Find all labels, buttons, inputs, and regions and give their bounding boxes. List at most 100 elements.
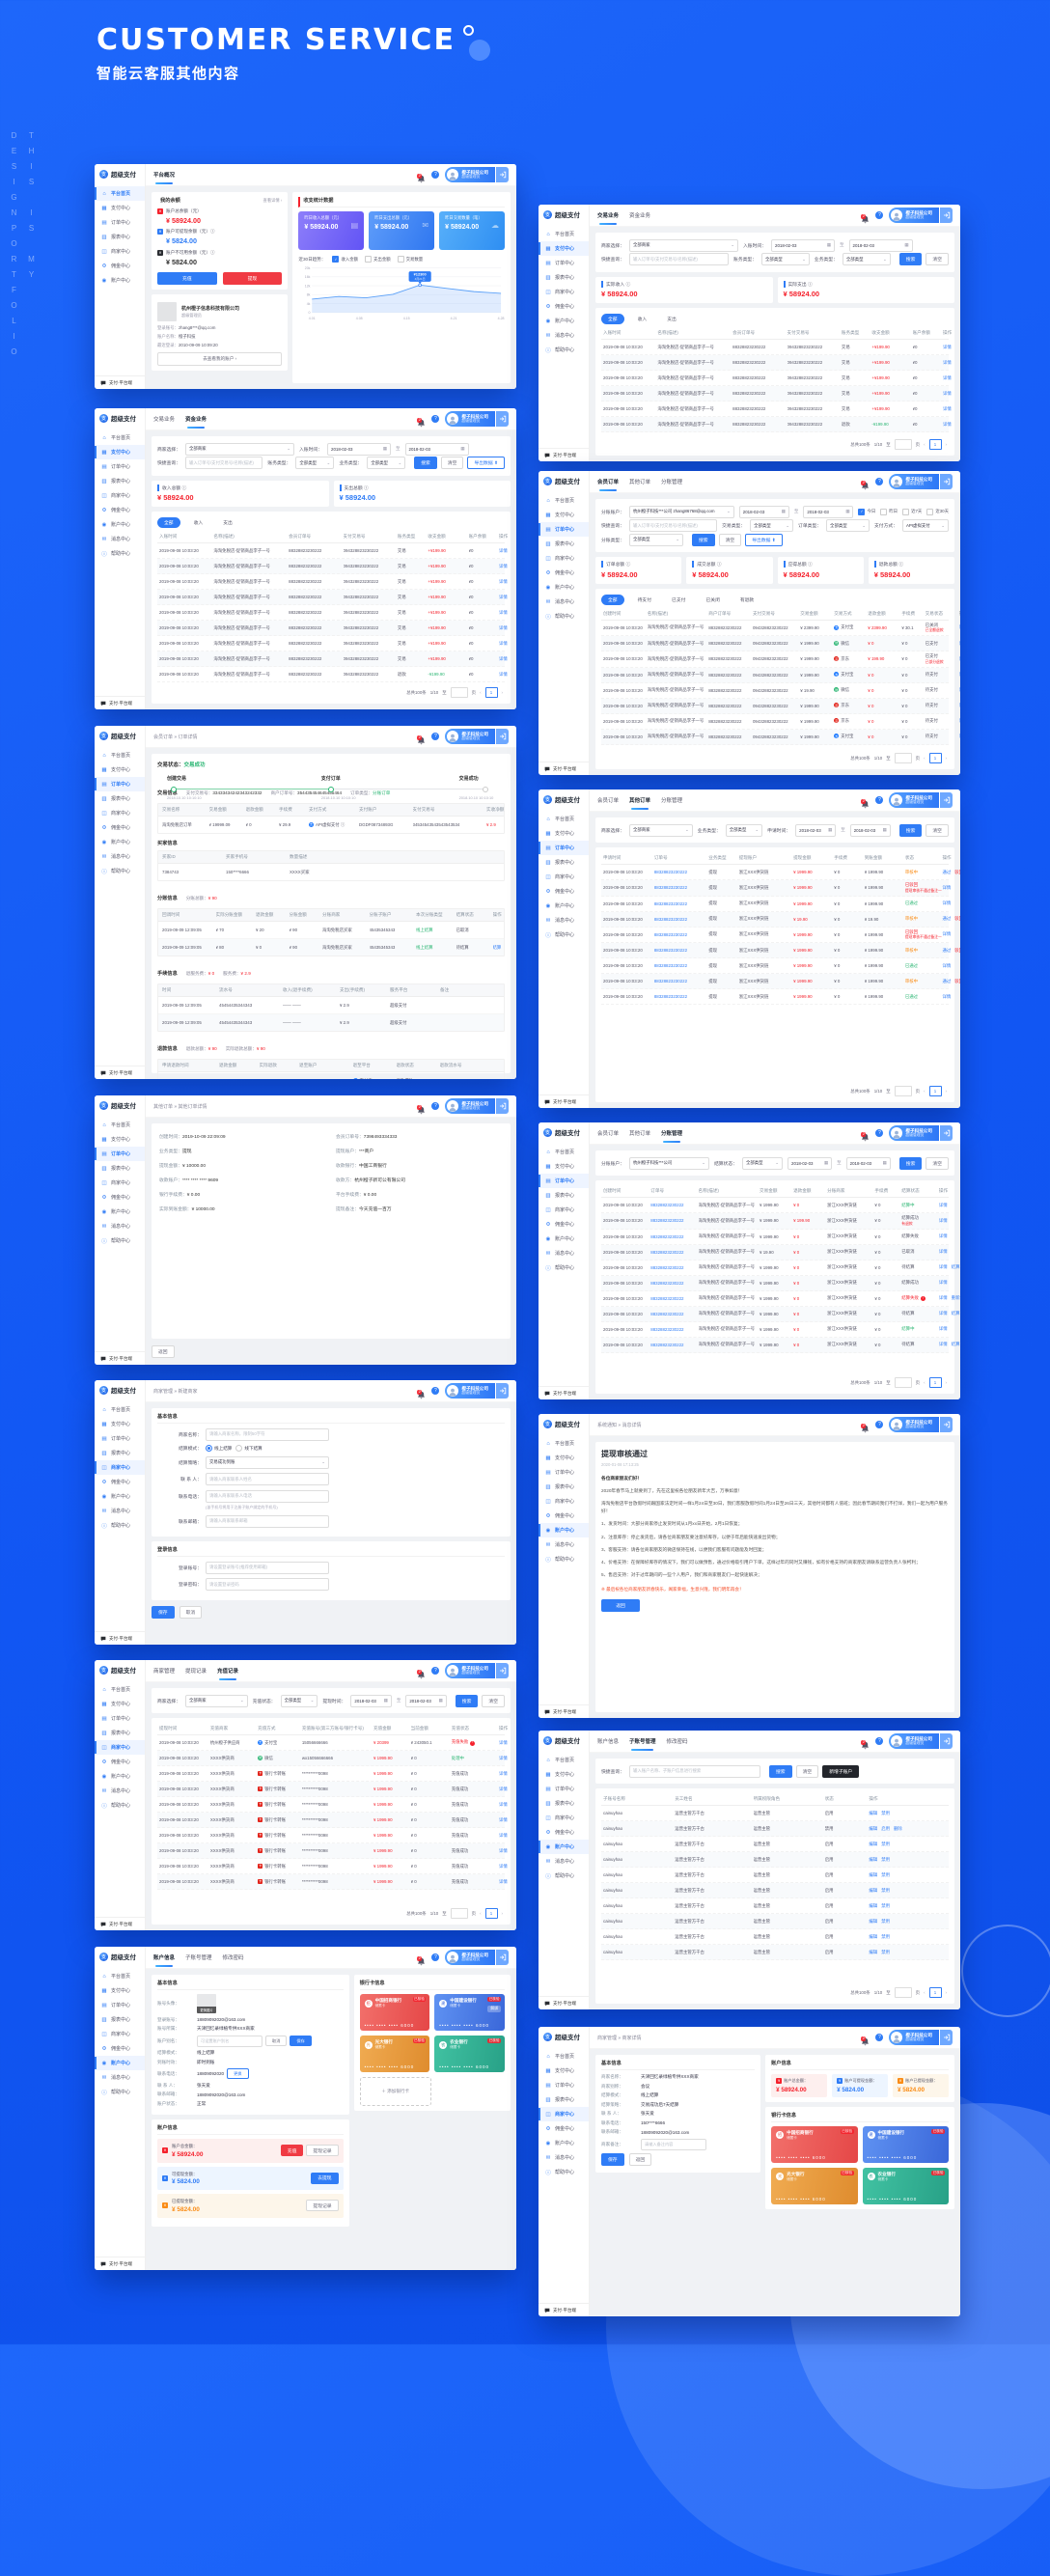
filter-select[interactable]: 杭州橙子科技***公司 zhang86768@qq.com ⌄: [629, 505, 734, 518]
prev-page-button[interactable]: ‹: [480, 1911, 482, 1916]
sidebar-item-商家中心[interactable]: ◫ 商家中心: [95, 244, 145, 259]
detail-link[interactable]: 详情: [938, 1202, 948, 1207]
sidebar-item-账户中心[interactable]: ◉ 账户中心: [539, 1840, 589, 1854]
sidebar-item-账户中心[interactable]: ◉ 账户中心: [95, 2056, 145, 2070]
sidebar-item-报表中心[interactable]: ▥ 报表中心: [539, 1480, 589, 1494]
balance-button-提现[interactable]: 提现: [222, 271, 283, 285]
sidebar-item-支付中心[interactable]: ▦ 支付中心: [95, 201, 145, 215]
action-link[interactable]: 结算: [951, 1311, 960, 1316]
add-bank-card-button[interactable]: ＋ 添加银行卡: [359, 2077, 431, 2106]
pill-全部[interactable]: 全部: [157, 517, 180, 528]
detail-link[interactable]: 详情: [499, 1755, 508, 1760]
checkbox-收入金额[interactable]: ✓ 收入金额: [332, 256, 359, 263]
date-input[interactable]: 2018-02-03 ▦: [771, 238, 835, 252]
action-link[interactable]: 编辑: [869, 1933, 878, 1939]
tab-会员订单[interactable]: 会员订单: [597, 1131, 620, 1137]
sidebar-item-商家中心[interactable]: ◫ 商家中心: [95, 1740, 145, 1755]
sidebar-item-商家中心[interactable]: ◫ 商家中心: [539, 870, 589, 884]
sidebar-item-消息中心[interactable]: ✉ 消息中心: [539, 1854, 589, 1869]
sidebar-item-订单中心[interactable]: ▤ 订单中心: [95, 1998, 145, 2012]
detail-link[interactable]: 88328823230222: [650, 1280, 684, 1286]
current-page[interactable]: 1: [928, 1987, 942, 1998]
sidebar-item-支付中心[interactable]: ▦ 支付中心: [95, 1983, 145, 1998]
detail-link[interactable]: 详情: [959, 718, 960, 723]
action-link[interactable]: 重新结算: [951, 1295, 960, 1300]
next-page-button[interactable]: ›: [945, 1089, 947, 1094]
sidebar-item-报表中心[interactable]: ▥ 报表中心: [539, 1188, 589, 1203]
sidebar-item-帮助中心[interactable]: ⓘ 帮助中心: [539, 928, 589, 942]
sidebar-item-消息中心[interactable]: ✉ 消息中心: [539, 1246, 589, 1260]
next-page-button[interactable]: ›: [501, 690, 503, 695]
tab-资金业务[interactable]: 资金业务: [629, 213, 651, 219]
checkbox-近7天[interactable]: 近7天: [902, 508, 922, 515]
detail-link[interactable]: 详情: [938, 1249, 948, 1254]
balance-button-充值[interactable]: 充值: [157, 271, 217, 285]
sidebar-item-帮助中心[interactable]: ⓘ 帮助中心: [95, 546, 145, 561]
balance-button-提现记录[interactable]: 提现记录: [306, 2200, 339, 2212]
sidebar-item-消息中心[interactable]: ✉ 消息中心: [539, 2150, 589, 2165]
sidebar-item-订单中心[interactable]: ▤ 订单中心: [539, 256, 589, 270]
form-input[interactable]: 请设置登录账号(推荐使用邮箱): [206, 1561, 329, 1574]
detail-link[interactable]: 88328823230222: [653, 979, 688, 983]
user-menu[interactable]: 橙子科技公司 超级管理员: [445, 1383, 509, 1399]
sidebar-item-平台首页[interactable]: ⌂ 平台首页: [539, 227, 589, 241]
logout-icon[interactable]: [496, 729, 509, 744]
notification-bell-icon[interactable]: 2: [861, 211, 870, 223]
action-link[interactable]: 结算: [951, 1342, 960, 1346]
notification-bell-icon[interactable]: 2: [861, 796, 870, 808]
help-icon[interactable]: ?: [431, 1953, 440, 1961]
sidebar-item-订单中心[interactable]: ▤ 订单中心: [539, 2078, 589, 2092]
current-page[interactable]: 1: [928, 753, 942, 763]
sidebar-item-平台首页[interactable]: ⌂ 平台首页: [539, 2049, 589, 2064]
text-input[interactable]: 输入订单号/支付交易号/名称(描述): [629, 253, 730, 265]
notification-bell-icon[interactable]: 2: [417, 1953, 426, 1965]
current-page[interactable]: 1: [928, 1086, 942, 1096]
filter-select[interactable]: 全部类型 ⌄: [826, 519, 870, 532]
detail-link[interactable]: 详情: [959, 656, 960, 661]
detail-link[interactable]: 详情: [959, 703, 960, 707]
page-jump-input[interactable]: [450, 687, 468, 698]
detail-link[interactable]: 详情: [499, 1739, 508, 1745]
page-jump-input[interactable]: [894, 1086, 912, 1096]
detail-link[interactable]: 详情: [959, 624, 960, 629]
pill-全部[interactable]: 全部: [601, 314, 624, 324]
filter-select[interactable]: 全部类型 ⌄: [629, 533, 683, 546]
user-menu[interactable]: 橙子科技公司 超级管理员: [445, 411, 509, 427]
logout-icon[interactable]: [940, 208, 953, 223]
logout-icon[interactable]: [496, 411, 509, 427]
sidebar-item-平台首页[interactable]: ⌂ 平台首页: [95, 748, 145, 762]
sidebar-item-报表中心[interactable]: ▥ 报表中心: [539, 855, 589, 870]
action-link[interactable]: 通过: [942, 947, 952, 953]
text-input[interactable]: 输入订单号/支付交易号/名称(描述): [629, 519, 718, 532]
detail-link[interactable]: 88328823230222: [650, 1203, 684, 1207]
detail-link[interactable]: 详情: [938, 1217, 948, 1223]
checkbox-今日[interactable]: ✓ 今日: [858, 508, 876, 515]
sidebar-item-平台首页[interactable]: ⌂ 平台首页: [539, 812, 589, 826]
date-input[interactable]: 2018-02-03 ▦: [738, 505, 789, 518]
date-input[interactable]: 2018-02-03 ▦: [845, 1156, 891, 1170]
bank-card[interactable]: 农农业银行 储蓄卡 已核验 •••• •••• •••• 6000: [862, 2167, 949, 2204]
detail-link[interactable]: 88328823230222: [650, 1342, 684, 1347]
form-input[interactable]: 请输入商家联系人电话: [206, 1489, 329, 1503]
sidebar-item-平台首页[interactable]: ⌂ 平台首页: [539, 493, 589, 508]
balance-button-提现记录[interactable]: 提现记录: [306, 2145, 339, 2157]
sidebar-item-支付中心[interactable]: ▦ 支付中心: [95, 1697, 145, 1711]
help-icon[interactable]: ?: [431, 1102, 440, 1110]
bank-card[interactable]: 农农业银行 储蓄卡 已核验 •••• •••• •••• 6000: [434, 2036, 505, 2072]
bank-card[interactable]: 光光大银行 储蓄卡 已核验 •••• •••• •••• 6000: [771, 2167, 858, 2204]
sidebar-item-账户中心[interactable]: ◉ 账户中心: [539, 314, 589, 328]
pill-支出[interactable]: 支出: [667, 318, 677, 322]
sidebar-item-平台首页[interactable]: ⌂ 平台首页: [539, 1753, 589, 1767]
action-link[interactable]: 驳回: [954, 947, 960, 953]
sidebar-item-消息中心[interactable]: ✉ 消息中心: [95, 532, 145, 546]
date-input[interactable]: 2018-02-03 ▦: [803, 505, 854, 518]
action-link[interactable]: 禁用: [881, 1887, 890, 1893]
next-page-button[interactable]: ›: [945, 1990, 947, 1995]
checkbox-交易数量[interactable]: 交易数量: [397, 256, 423, 263]
sidebar-item-商家中心[interactable]: ◫ 商家中心: [539, 2107, 589, 2121]
sidebar-item-佣金中心[interactable]: ⚙ 佣金中心: [539, 566, 589, 580]
detail-link[interactable]: 详情: [943, 405, 952, 411]
goto-account-button[interactable]: 去查看我的账户 ›: [157, 351, 283, 366]
sidebar-item-佣金中心[interactable]: ⚙ 佣金中心: [539, 884, 589, 899]
help-icon[interactable]: ?: [431, 171, 440, 179]
